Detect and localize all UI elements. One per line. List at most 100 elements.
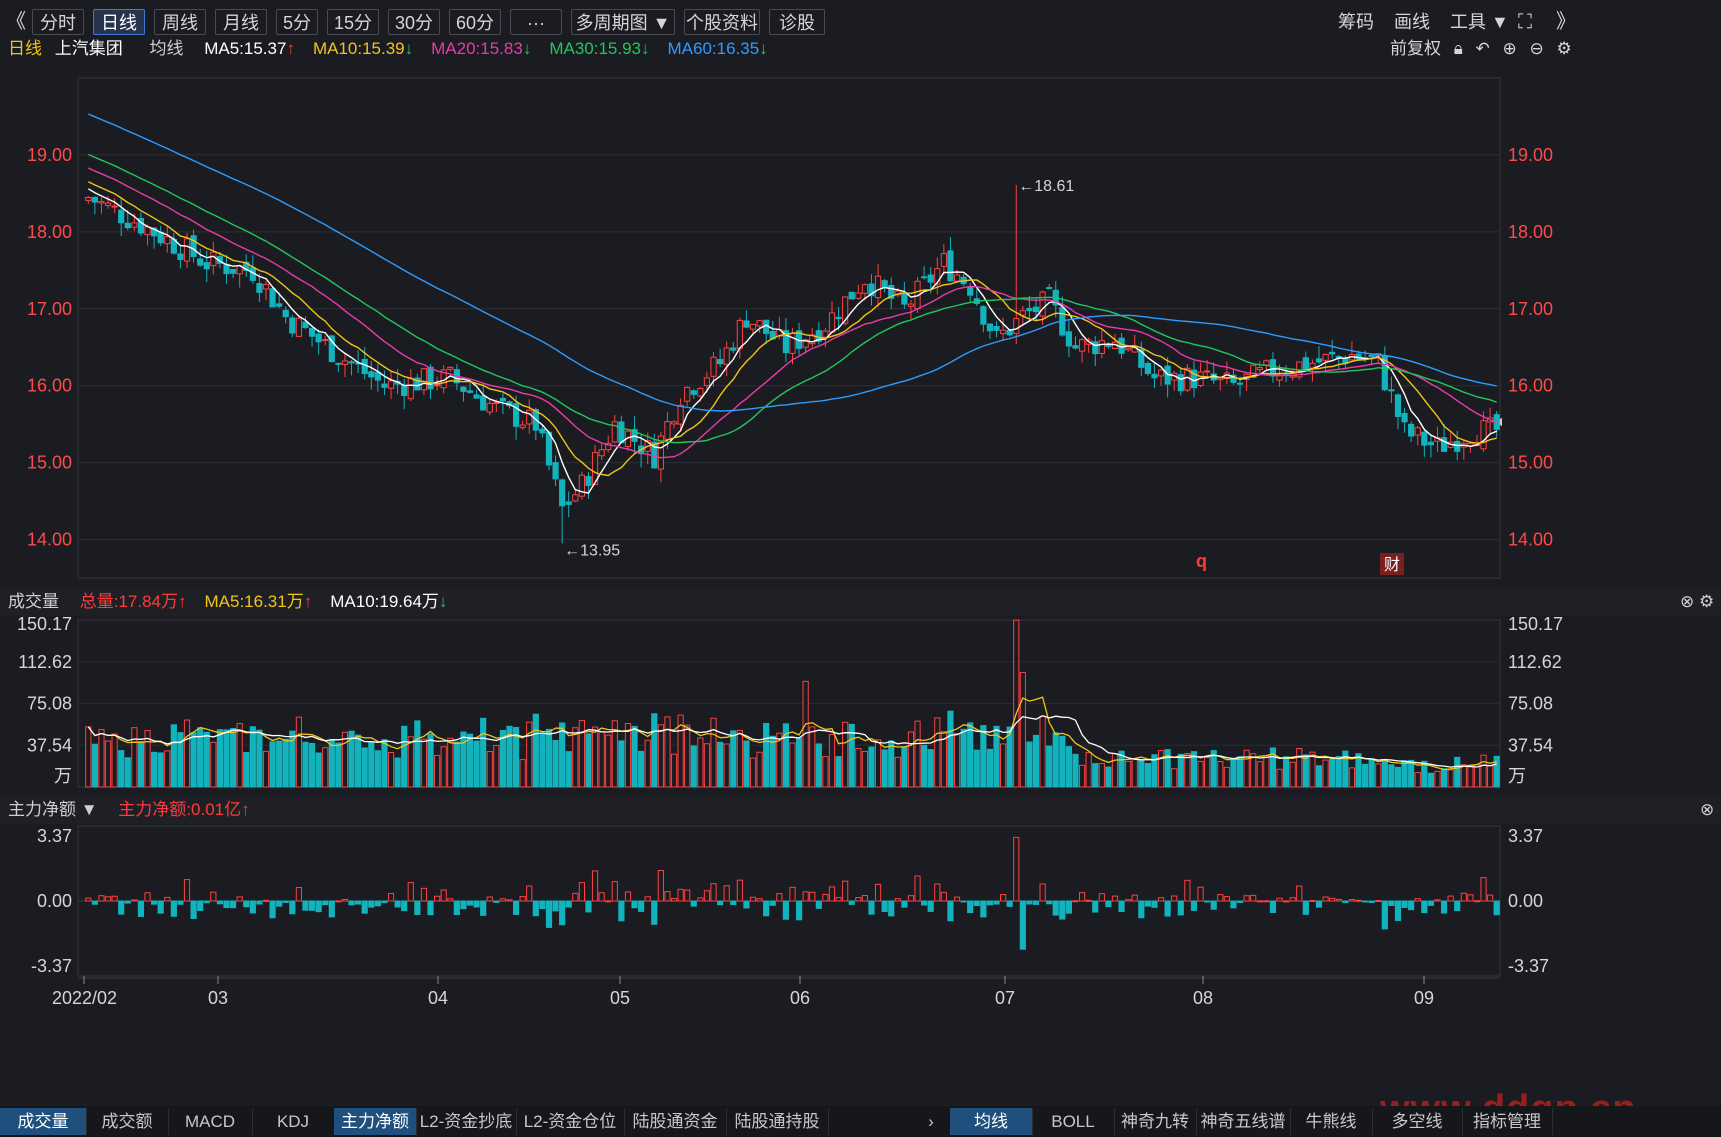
bottom-tab-5[interactable]: L2-资金抄底 [416,1108,517,1135]
volume-bar [269,741,276,788]
back-button[interactable]: 《 [6,11,26,33]
candle-body [381,383,388,388]
candle-body [1065,331,1073,347]
gear-icon[interactable]: ⚙ [1556,39,1572,58]
indicator-tab-0[interactable]: 均线 [950,1108,1033,1135]
indicator-tab-1[interactable]: BOLL [1032,1108,1115,1135]
volume-bar [677,714,684,788]
indicator-tab-5[interactable]: 多空线 [1372,1108,1463,1135]
period-button-0[interactable]: 分时 [32,9,84,35]
flow-bar [1447,895,1454,902]
candle-body [881,280,888,289]
period-button-6[interactable]: 30分 [388,9,440,35]
bottom-tab-8[interactable]: 陆股通持股 [726,1108,829,1135]
flow-bar [986,900,994,906]
bottom-tab-7[interactable]: 陆股通资金 [624,1108,727,1135]
indicator-tab-2[interactable]: 神奇九转 [1114,1108,1197,1135]
ma-lines [87,113,1498,494]
bottom-tab-1[interactable]: 成交额 [86,1108,169,1135]
period-button-9[interactable]: 多周期图 ▼ [571,9,675,35]
flow-title[interactable]: 主力净额 ▼ [8,800,98,819]
adjust-button[interactable]: 前复权 [1390,39,1441,58]
draw-button[interactable]: 画线 [1394,12,1430,32]
volume-label-right-1: 112.62 [1508,652,1562,672]
candle-body [921,276,928,279]
period-button-10[interactable]: 个股资料 [684,9,760,35]
collapse-button[interactable]: 》 [1556,11,1576,33]
stock-name[interactable]: 上汽集团 [54,39,123,58]
candle-body [1039,291,1046,317]
candle-body [927,274,934,283]
flow-bar [743,900,750,909]
flow-bar [1322,896,1329,902]
flow-bar [407,882,414,902]
lock-icon[interactable]: 🔒︎ [1453,39,1463,58]
volume-value-1: MA5:16.31万 [204,592,304,611]
indicator-tab-4[interactable]: 牛熊线 [1290,1108,1373,1135]
candle-body [1032,306,1040,313]
volume-label-right-0: 150.17 [1508,614,1563,634]
candle-body [460,386,467,392]
flow-bar [262,899,270,902]
volume-bar [1368,758,1375,788]
volume-close-icon[interactable]: ⊗ ⚙ [1680,592,1715,611]
tools-button[interactable]: 工具 ▼ [1450,12,1509,32]
volume-bar [223,729,230,788]
flow-close-icon[interactable]: ⊗ [1700,800,1715,819]
bottom-tab-3[interactable]: KDJ [252,1108,335,1135]
volume-bar [1032,734,1040,788]
volume-bar [249,726,256,788]
volume-bar [644,739,651,788]
candle-body [164,236,171,245]
candle-body [447,366,454,370]
tab-scroll-right[interactable]: › [928,1112,934,1131]
candle-body [907,303,915,307]
period-button-11[interactable]: 诊股 [769,9,825,35]
bottom-tab-6[interactable]: L2-资金仓位 [516,1108,625,1135]
bottom-tab-4[interactable]: 主力净额 [334,1108,417,1135]
zoom-out-icon[interactable]: ⊖ [1529,39,1544,58]
volume-bar [585,733,592,788]
ma-value-3: MA30:15.93 [549,39,641,58]
volume-title[interactable]: 成交量 [8,592,59,611]
stock-chart[interactable]: 19.00 19.00 18.00 18.00 17.00 17.00 16.00 16.00… [0,0,1721,1106]
period-button-4[interactable]: 5分 [276,9,318,35]
candle-body [1329,351,1336,355]
undo-icon[interactable]: ↶ [1475,39,1490,58]
volume-bar [1078,764,1086,788]
flow-bar [690,900,697,907]
flow-bar [822,893,829,902]
candle-body [1236,382,1244,385]
period-button-1[interactable]: 日线 [93,9,145,35]
candle-body [591,452,599,485]
period-button-2[interactable]: 周线 [154,9,206,35]
volume-bar [506,725,513,788]
volume-bar [684,724,691,788]
volume-bar [927,749,934,788]
volume-bar [361,747,368,788]
zoom-in-icon[interactable]: ⊕ [1502,39,1517,58]
x-label-6: 08 [1193,988,1213,1008]
indicator-tab-3[interactable]: 神奇五线谱 [1196,1108,1291,1135]
indicator-tab-6[interactable]: 指标管理 [1462,1108,1553,1135]
volume-bar [1164,749,1171,788]
volume-bar [1256,761,1263,788]
volume-bar [401,725,408,788]
ma-label[interactable]: 均线 [149,39,184,58]
period-button-8[interactable]: ··· [510,9,562,35]
bottom-tab-2[interactable]: MACD [168,1108,253,1135]
period-button-5[interactable]: 15分 [327,9,379,35]
candle-body [545,431,553,466]
candle-body [480,395,487,411]
bottom-tab-0[interactable]: 成交量 [0,1108,87,1135]
candle-body [723,347,730,365]
volume-bar [486,751,493,788]
period-button-3[interactable]: 月线 [215,9,267,35]
expand-icon[interactable]: ⛶ [1518,11,1532,33]
flow-bar [782,900,790,920]
period-button-7[interactable]: 60分 [449,9,501,35]
volume-bar [795,737,803,788]
chip-button[interactable]: 筹码 [1338,12,1374,32]
flow-bar [591,870,599,902]
volume-bar [789,742,796,788]
